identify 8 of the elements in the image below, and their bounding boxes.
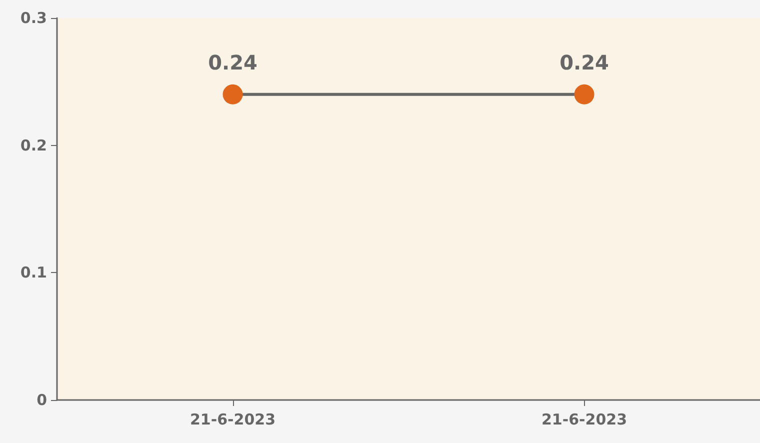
y-tick-label: 0 <box>36 391 47 409</box>
y-tick-label: 0.2 <box>20 136 47 154</box>
y-tick-label: 0.1 <box>20 264 47 282</box>
y-tick-label: 0.3 <box>20 9 47 27</box>
x-tick-label: 21-6-2023 <box>190 410 276 428</box>
data-label: 0.24 <box>560 50 609 74</box>
data-label: 0.24 <box>208 50 258 74</box>
x-tick-label: 21-6-2023 <box>541 410 628 428</box>
